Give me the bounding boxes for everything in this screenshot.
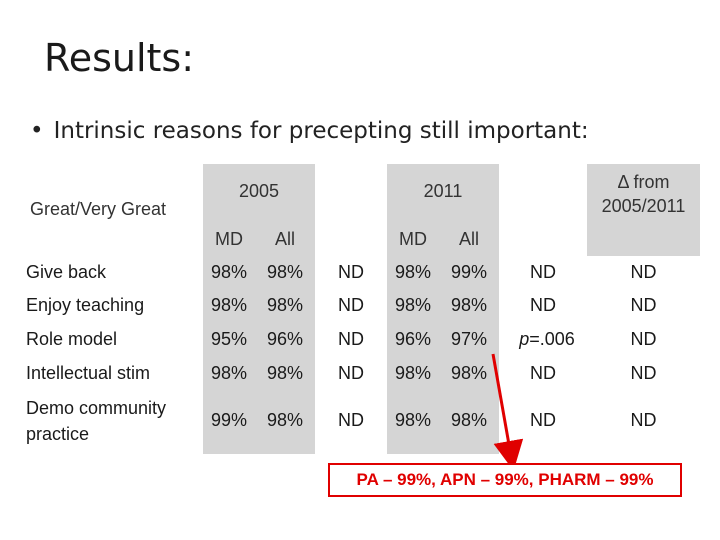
sig-2005: ND [338, 409, 364, 430]
corner-label: Great/Very Great [30, 198, 167, 219]
all-2005: 98% [266, 362, 304, 383]
delta-value: ND [630, 328, 657, 349]
delta-header: Δ from 2005/2011 [587, 166, 700, 222]
md-2011: 98% [394, 261, 432, 282]
sig-2005: ND [338, 261, 364, 282]
row-label: Intellectual stim [26, 362, 151, 383]
md-2005: 98% [210, 362, 248, 383]
row-label: Give back [26, 261, 107, 282]
sig-2011: ND [530, 409, 556, 430]
delta-value: ND [630, 294, 657, 315]
sub-header-all-2011: All [458, 228, 479, 249]
header-shade-delta [587, 164, 700, 256]
sig-2011: p =.006 [499, 326, 595, 352]
sig-2011: ND [530, 362, 556, 383]
md-2005: 95% [210, 328, 248, 349]
results-table: Great/Very Great 2005 2011 Δ from 2005/2… [20, 158, 700, 454]
row-label: Enjoy teaching [26, 294, 145, 315]
slide-title: Results: [44, 36, 195, 80]
data-shade-2011 [387, 256, 499, 454]
md-2005: 99% [210, 409, 248, 430]
p-value: =.006 [529, 328, 575, 349]
row-label: Demo community practice [26, 394, 166, 448]
delta-value: ND [630, 409, 657, 430]
p-symbol: p [519, 328, 530, 349]
all-2011: 98% [450, 409, 488, 430]
header-shade-2011 [387, 164, 499, 256]
data-shade-2005 [203, 256, 315, 454]
sig-2005: ND [338, 362, 364, 383]
all-2005: 98% [266, 261, 304, 282]
delta-header-line2: 2005/2011 [601, 196, 686, 216]
sig-2005: ND [338, 294, 364, 315]
all-2011: 97% [450, 328, 488, 349]
md-2011: 98% [394, 409, 432, 430]
callout-box: PA – 99%, APN – 99%, PHARM – 99% [328, 463, 682, 497]
all-2005: 96% [266, 328, 304, 349]
all-2005: 98% [266, 294, 304, 315]
sig-2011: ND [530, 294, 556, 315]
delta-value: ND [630, 362, 657, 383]
all-2011: 99% [450, 261, 488, 282]
sub-header-md-2005: MD [215, 228, 243, 249]
bullet-text: Intrinsic reasons for precepting still i… [53, 118, 589, 144]
header-shade-2005 [203, 164, 315, 256]
delta-header-line1: Δ from [617, 172, 670, 192]
sig-2005: ND [338, 328, 364, 349]
row-label-line2: practice [26, 424, 90, 444]
all-2011: 98% [450, 294, 488, 315]
row-label-line1: Demo community [26, 398, 167, 418]
group-header-2011: 2011 [423, 180, 463, 201]
md-2005: 98% [210, 261, 248, 282]
md-2005: 98% [210, 294, 248, 315]
bullet-marker: • [30, 118, 44, 144]
md-2011: 98% [394, 294, 432, 315]
sub-header-all-2005: All [274, 228, 295, 249]
bullet-point: • Intrinsic reasons for precepting still … [30, 118, 589, 144]
md-2011: 96% [394, 328, 432, 349]
delta-value: ND [630, 261, 657, 282]
row-label: Role model [26, 328, 118, 349]
sig-2011: ND [530, 261, 556, 282]
md-2011: 98% [394, 362, 432, 383]
all-2005: 98% [266, 409, 304, 430]
group-header-2005: 2005 [238, 180, 280, 201]
all-2011: 98% [450, 362, 488, 383]
sub-header-md-2011: MD [399, 228, 427, 249]
